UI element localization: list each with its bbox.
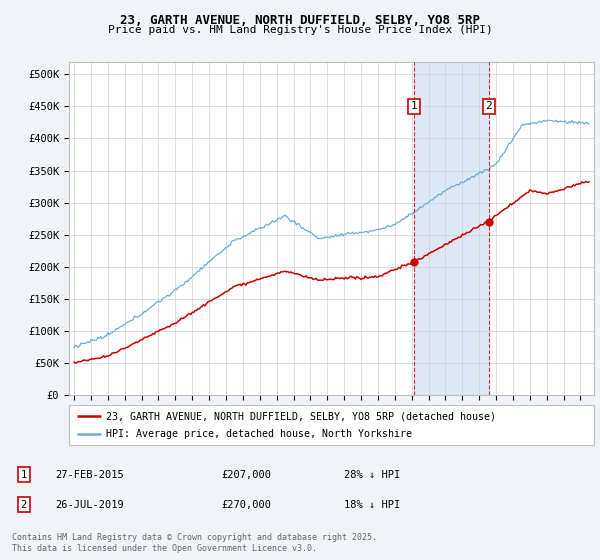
Text: HPI: Average price, detached house, North Yorkshire: HPI: Average price, detached house, Nort…	[106, 429, 412, 439]
Text: Price paid vs. HM Land Registry's House Price Index (HPI): Price paid vs. HM Land Registry's House …	[107, 25, 493, 35]
Text: 1: 1	[21, 470, 27, 479]
Text: 28% ↓ HPI: 28% ↓ HPI	[344, 470, 400, 479]
Text: 23, GARTH AVENUE, NORTH DUFFIELD, SELBY, YO8 5RP (detached house): 23, GARTH AVENUE, NORTH DUFFIELD, SELBY,…	[106, 411, 496, 421]
Text: 2: 2	[485, 101, 492, 111]
Text: 26-JUL-2019: 26-JUL-2019	[56, 500, 124, 510]
Text: 1: 1	[411, 101, 418, 111]
Bar	[414, 62, 489, 395]
Text: £270,000: £270,000	[221, 500, 272, 510]
Text: 2: 2	[21, 500, 27, 510]
Text: 27-FEB-2015: 27-FEB-2015	[56, 470, 124, 479]
Text: Contains HM Land Registry data © Crown copyright and database right 2025.
This d: Contains HM Land Registry data © Crown c…	[12, 533, 377, 553]
Text: 18% ↓ HPI: 18% ↓ HPI	[344, 500, 400, 510]
Text: £207,000: £207,000	[221, 470, 272, 479]
Text: 23, GARTH AVENUE, NORTH DUFFIELD, SELBY, YO8 5RP: 23, GARTH AVENUE, NORTH DUFFIELD, SELBY,…	[120, 14, 480, 27]
